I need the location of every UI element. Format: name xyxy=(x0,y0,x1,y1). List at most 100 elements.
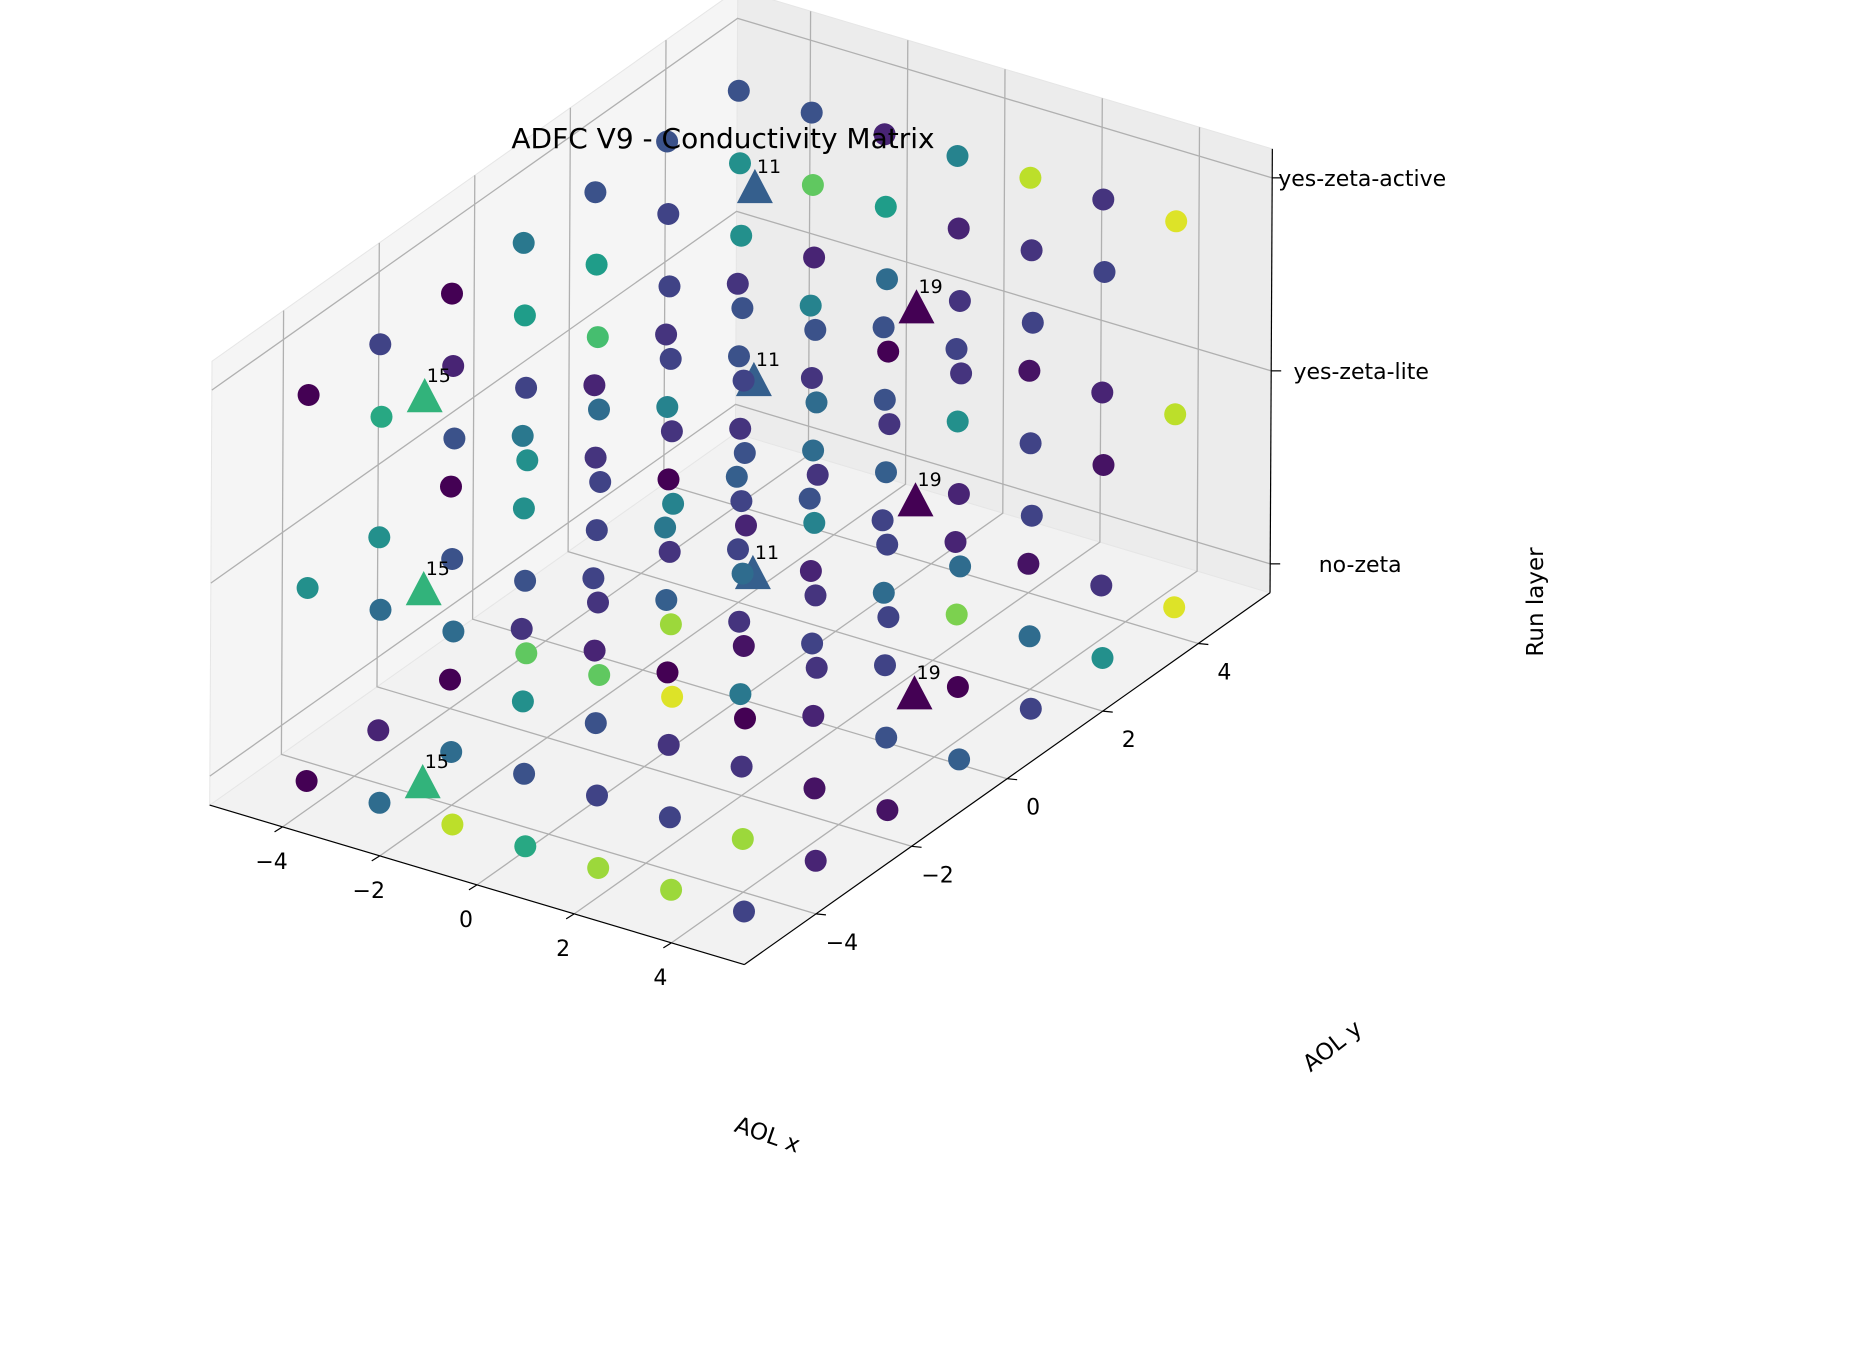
data-point xyxy=(804,584,827,607)
triangle-label: 11 xyxy=(756,349,780,371)
data-point xyxy=(877,340,900,363)
data-point xyxy=(803,777,826,800)
data-point xyxy=(510,617,533,640)
x-tick-mark xyxy=(371,855,381,862)
data-point xyxy=(656,130,679,153)
data-point xyxy=(799,294,822,317)
data-point xyxy=(658,806,681,829)
data-point xyxy=(735,514,757,537)
x-tick-label: 0 xyxy=(459,908,473,933)
x-grid-line xyxy=(379,40,909,857)
data-point xyxy=(799,560,822,582)
data-point xyxy=(729,417,752,440)
data-point xyxy=(658,540,681,563)
grid-lines xyxy=(209,11,1273,944)
triangle-marker xyxy=(898,289,935,324)
z-tick-label: yes-zeta-lite xyxy=(1293,360,1428,385)
triangle-label: 15 xyxy=(427,365,451,387)
data-point xyxy=(805,391,828,414)
data-point xyxy=(805,656,828,679)
data-point xyxy=(948,290,971,312)
data-point xyxy=(1092,188,1115,211)
data-point xyxy=(806,463,829,486)
data-point xyxy=(1092,454,1115,476)
z-tick-label: no-zeta xyxy=(1319,553,1402,578)
data-point xyxy=(946,410,969,433)
data-point xyxy=(440,741,463,763)
data-point xyxy=(585,253,608,276)
y-tick-mark xyxy=(1198,642,1209,646)
point-labels: 11 11 11 19 19 19 15 15 15 xyxy=(425,156,943,773)
data-point xyxy=(656,396,679,418)
data-point xyxy=(876,799,899,822)
data-point xyxy=(584,181,607,204)
data-point xyxy=(947,483,970,505)
data-point xyxy=(583,374,606,397)
data-point xyxy=(1019,432,1042,455)
data-point xyxy=(876,533,899,556)
z-axis-label: Run layer xyxy=(1523,547,1549,657)
data-point xyxy=(1163,596,1186,619)
x-tick-mark xyxy=(274,826,283,833)
triangle-marker xyxy=(404,764,441,799)
data-point xyxy=(442,620,465,643)
y-grid-line xyxy=(471,175,1008,780)
x-tick-label: −4 xyxy=(255,850,287,875)
data-point xyxy=(1018,359,1041,382)
y-tick-label: −2 xyxy=(921,863,953,888)
data-point xyxy=(442,355,465,377)
data-point xyxy=(660,420,683,443)
data-point xyxy=(515,376,538,399)
data-point xyxy=(874,195,897,218)
data-point xyxy=(876,268,898,291)
data-point xyxy=(588,664,611,686)
data-point xyxy=(873,388,896,411)
triangle-label: 15 xyxy=(425,751,449,773)
triangle-label: 19 xyxy=(918,469,942,491)
data-point xyxy=(1090,574,1113,597)
data-point xyxy=(871,509,894,532)
data-point xyxy=(657,733,680,756)
y-tick-mark xyxy=(1007,778,1018,781)
data-point xyxy=(873,123,896,146)
data-point xyxy=(584,712,607,735)
z-grid-line xyxy=(211,17,1273,391)
x-grid-line xyxy=(573,98,1103,915)
data-point xyxy=(802,439,825,462)
data-point xyxy=(802,704,825,727)
y-tick-mark xyxy=(1102,710,1113,713)
data-point xyxy=(726,272,749,295)
data-point xyxy=(296,577,319,599)
data-point xyxy=(730,224,753,247)
chart-title: ADFC V9 - Conductivity Matrix xyxy=(511,122,934,155)
data-point xyxy=(513,762,536,785)
data-point xyxy=(659,613,682,636)
data-point xyxy=(804,318,827,341)
data-point xyxy=(588,398,610,421)
data-point xyxy=(874,654,896,677)
y-tick-label: 0 xyxy=(1026,796,1040,821)
x-tick-label: −2 xyxy=(353,879,385,904)
data-point xyxy=(727,79,750,102)
data-point xyxy=(369,598,392,621)
y-grid-line xyxy=(567,107,1103,712)
y-tick-label: −4 xyxy=(826,931,858,956)
data-point xyxy=(945,603,968,626)
data-point xyxy=(948,748,971,771)
data-point xyxy=(1164,403,1187,426)
x-tick-label: 2 xyxy=(556,937,570,962)
data-point xyxy=(1021,311,1044,334)
data-point xyxy=(1019,697,1042,720)
data-point xyxy=(656,661,679,684)
data-point xyxy=(733,900,755,923)
data-point xyxy=(1017,552,1040,575)
data-point xyxy=(515,642,538,665)
data-point xyxy=(730,490,753,513)
data-point xyxy=(511,424,534,447)
triangle-label: 15 xyxy=(426,558,450,580)
y-grid-line xyxy=(376,242,912,847)
y-tick-label: 4 xyxy=(1217,661,1231,686)
data-point xyxy=(946,676,969,698)
data-point xyxy=(512,231,535,254)
data-point xyxy=(800,101,823,124)
